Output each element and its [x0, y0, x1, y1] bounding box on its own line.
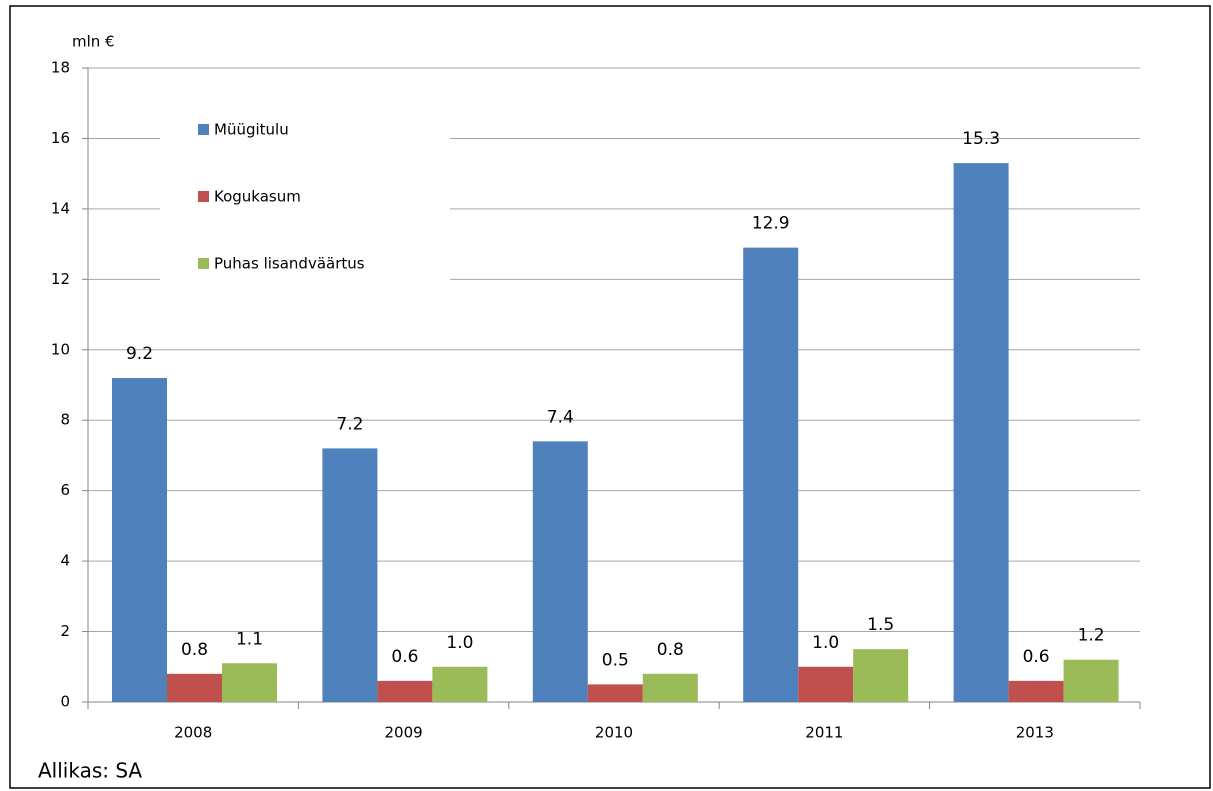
bar	[222, 663, 277, 702]
bar	[167, 673, 222, 702]
value-label: 12.9	[752, 214, 790, 234]
bar	[112, 377, 167, 702]
legend-label: Müügitulu	[214, 121, 289, 139]
value-label: 0.6	[1023, 647, 1050, 667]
y-tick-label: 2	[60, 622, 70, 640]
y-tick-label: 14	[51, 199, 70, 217]
x-tick-label: 2011	[805, 724, 843, 742]
legend-label: Puhas lisandväärtus	[214, 255, 365, 273]
source-note: Allikas: SA	[38, 759, 142, 783]
x-tick-label: 2009	[385, 724, 423, 742]
value-label: 15.3	[962, 129, 1000, 149]
y-tick-label: 10	[51, 340, 70, 358]
value-label: 0.6	[391, 647, 418, 667]
legend-label: Kogukasum	[214, 188, 301, 206]
bar	[642, 673, 698, 702]
value-label: 1.1	[236, 629, 263, 649]
value-label: 9.2	[126, 344, 153, 364]
bar	[532, 441, 588, 702]
y-tick-label: 8	[60, 411, 70, 429]
bar	[798, 666, 854, 702]
value-label: 1.0	[446, 633, 473, 653]
x-tick-label: 2008	[174, 724, 212, 742]
legend-swatch	[198, 191, 209, 202]
value-label: 7.4	[547, 407, 574, 427]
value-label: 1.2	[1078, 626, 1105, 646]
y-tick-label: 16	[51, 129, 70, 147]
value-label: 0.8	[181, 640, 208, 660]
bar	[853, 649, 909, 702]
y-tick-label: 6	[60, 481, 70, 499]
bar	[1063, 659, 1119, 702]
y-tick-label: 0	[60, 693, 70, 711]
bar	[1008, 680, 1064, 702]
y-tick-label: 4	[60, 552, 70, 570]
value-label: 1.5	[867, 615, 894, 635]
value-label: 1.0	[812, 633, 839, 653]
value-label: 0.8	[657, 640, 684, 660]
bar	[322, 448, 378, 702]
y-axis-label: mln €	[72, 33, 115, 51]
bar	[587, 684, 643, 702]
x-tick-label: 2010	[595, 724, 633, 742]
y-tick-label: 12	[51, 270, 70, 288]
bar	[953, 163, 1009, 703]
x-tick-label: 2013	[1016, 724, 1054, 742]
legend-swatch	[198, 124, 209, 135]
y-tick-label: 18	[51, 59, 70, 77]
legend-swatch	[198, 258, 209, 269]
bar	[743, 247, 799, 702]
value-label: 0.5	[602, 650, 629, 670]
bar	[377, 680, 433, 702]
value-label: 7.2	[336, 414, 363, 434]
bar	[432, 666, 488, 702]
